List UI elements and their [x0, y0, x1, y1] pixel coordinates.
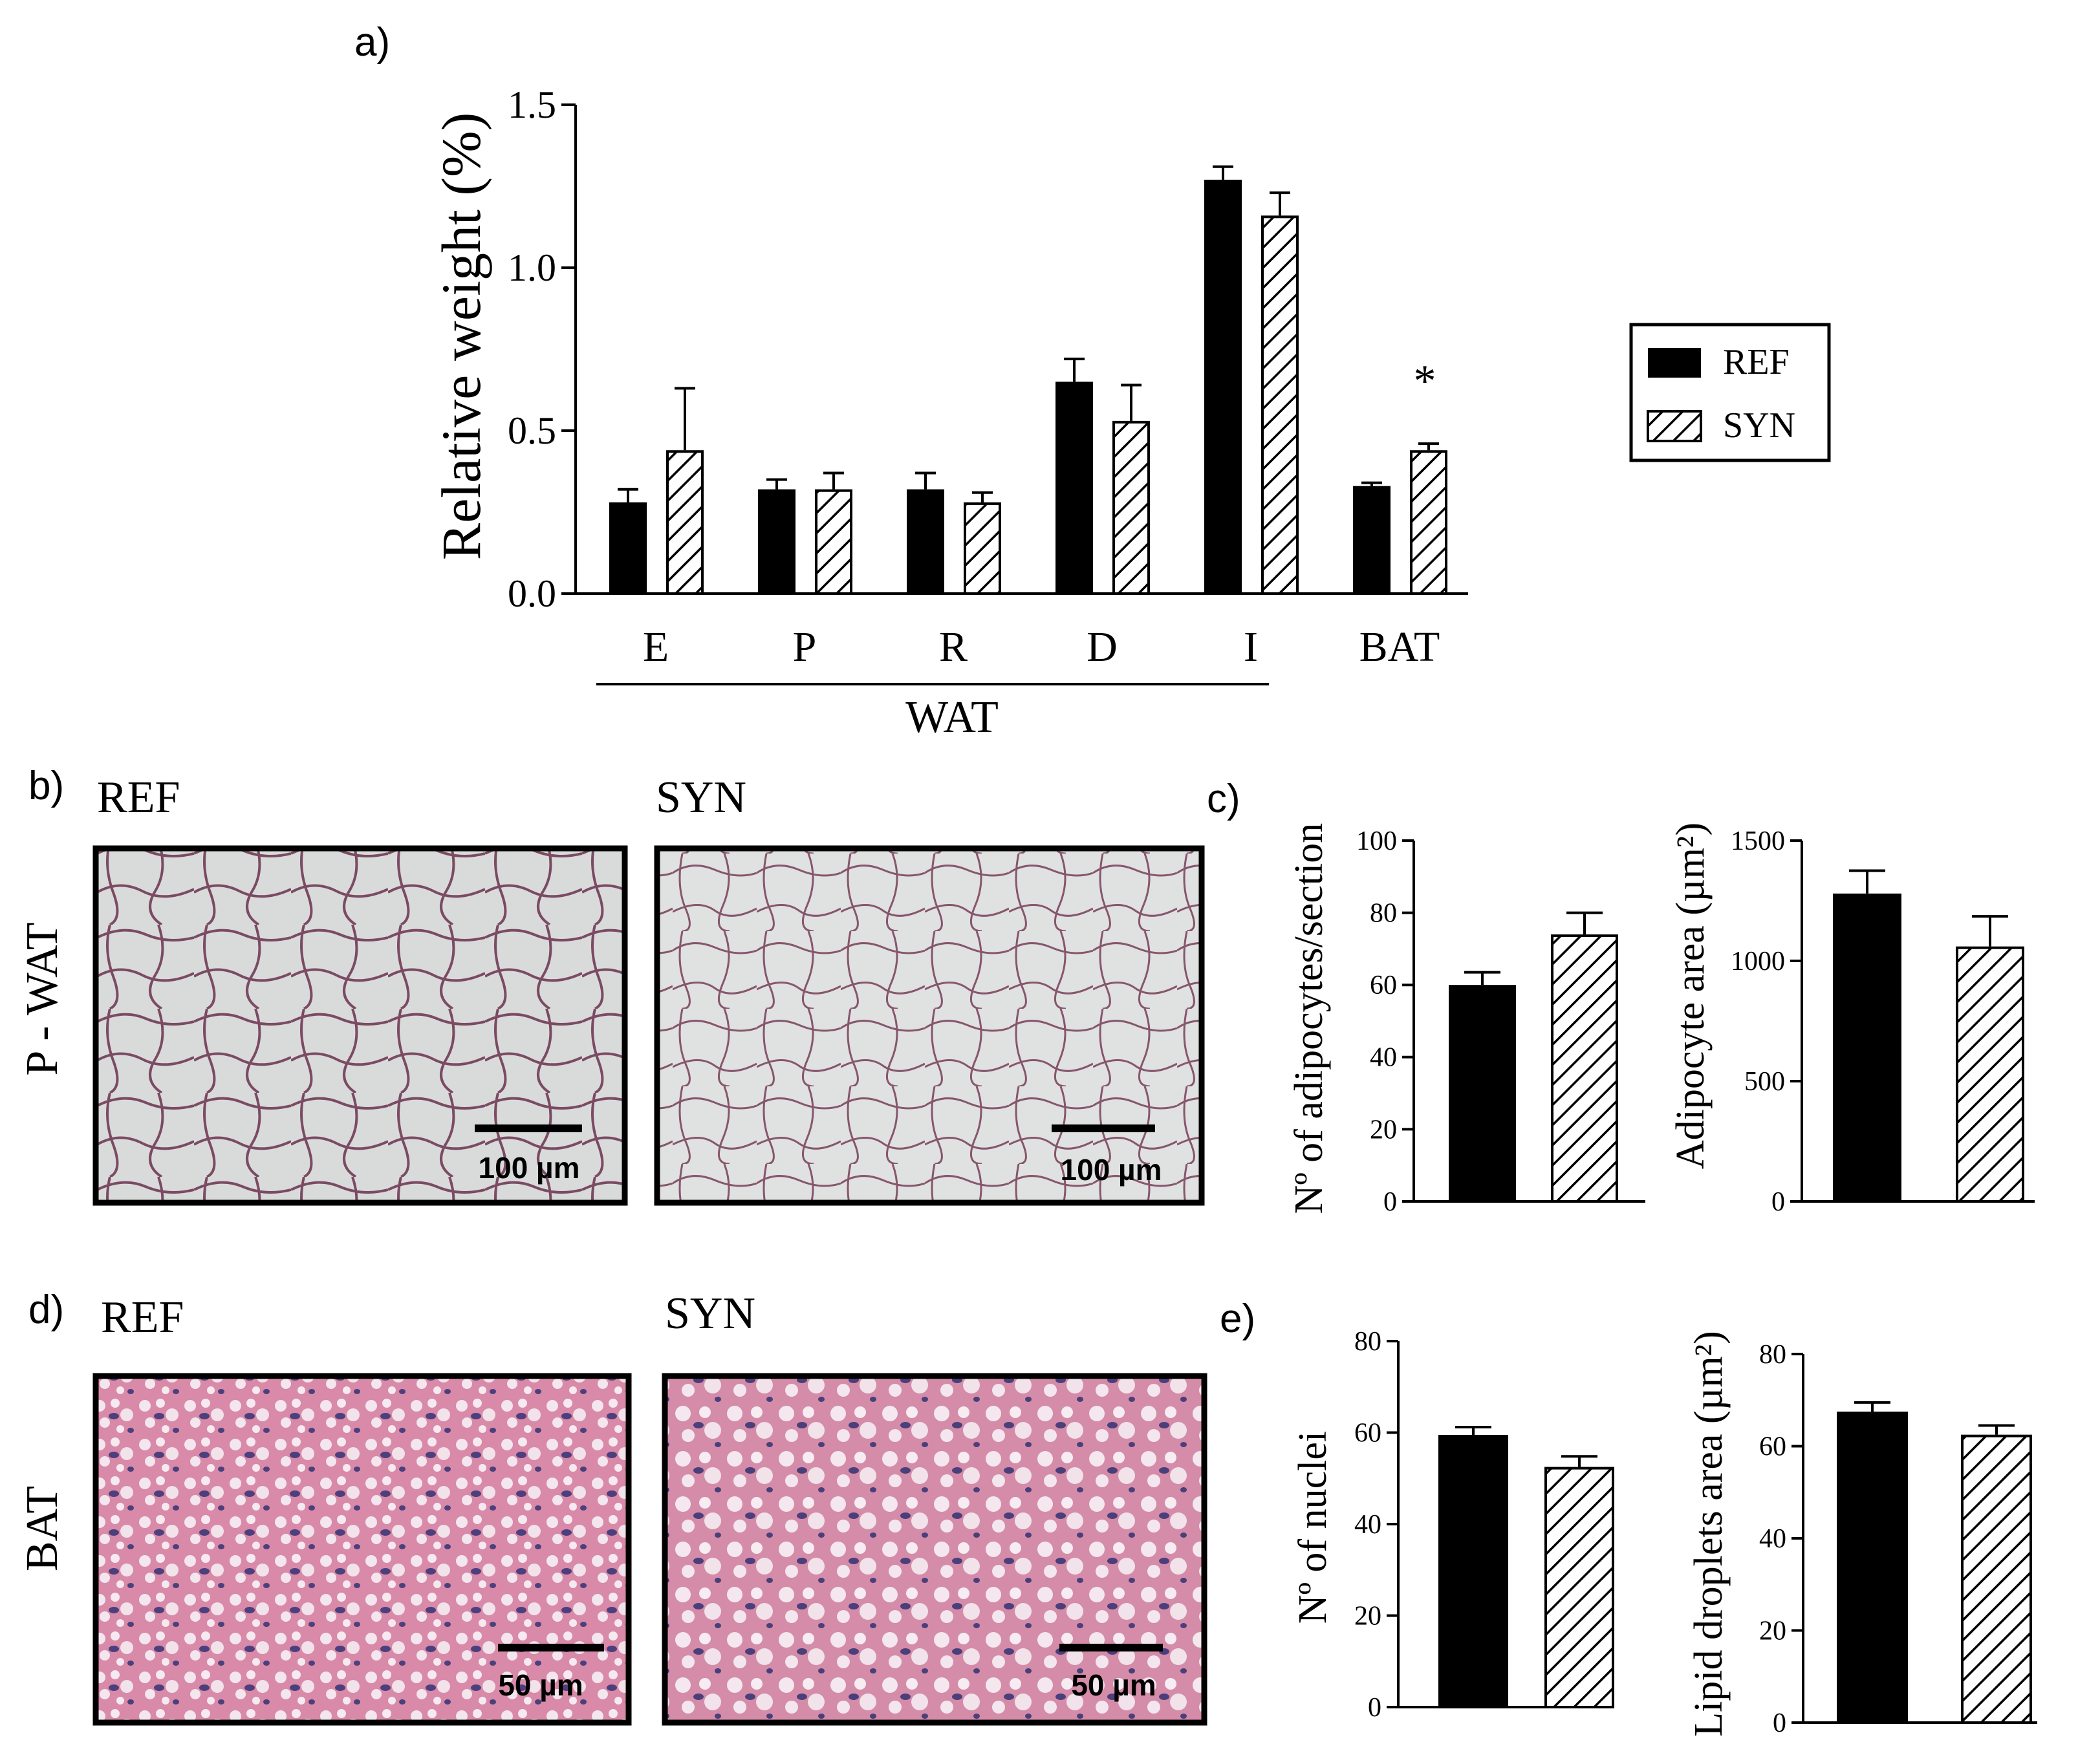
legend: REF SYN	[1629, 323, 1831, 462]
scale-bar-label: 100 µm	[479, 1151, 580, 1185]
legend-syn-label: SYN	[1723, 405, 1795, 446]
y-tick-label: 1.0	[508, 246, 556, 289]
x-tick-label: D	[1087, 623, 1118, 671]
chart-c-adipocyte-count: 0 20 40 60 80 100	[1356, 826, 1645, 1217]
chart-a-ylabel: Relative weight (%)	[430, 113, 492, 561]
micrograph-b-row-label: P - WAT	[17, 922, 67, 1075]
scale-bar-label: 50 µm	[1071, 1668, 1156, 1702]
y-tick-label: 40	[1354, 1510, 1381, 1540]
y-tick-label: 1.5	[508, 83, 556, 126]
x-tick-label: I	[1244, 623, 1258, 671]
y-tick-label: 80	[1759, 1340, 1786, 1370]
y-tick-label: 0	[1771, 1187, 1785, 1217]
bar-syn	[1112, 420, 1150, 595]
y-tick-label: 1000	[1731, 947, 1785, 976]
y-tick-label: 0	[1383, 1187, 1397, 1217]
chart-c2-ylabel: Adipocyte area (µm²)	[1669, 823, 1713, 1169]
bar-ref	[1833, 893, 1901, 1201]
bar-syn	[1956, 946, 2024, 1203]
legend-box	[1629, 323, 1831, 462]
y-tick-label: 60	[1759, 1432, 1786, 1461]
bar-syn	[1410, 450, 1447, 595]
y-tick-label: 20	[1370, 1115, 1397, 1145]
micrograph-b-ref-label: REF	[97, 773, 180, 823]
y-tick-label: 0	[1773, 1708, 1786, 1738]
y-tick-label: 60	[1370, 971, 1397, 1000]
x-tick-label: P	[793, 623, 817, 671]
micrograph-pwat-ref: 100 µm	[92, 845, 628, 1206]
y-tick-label: 40	[1759, 1524, 1786, 1554]
panel-b-label: b)	[28, 764, 64, 808]
panel-e-label: e)	[1220, 1296, 1255, 1341]
chart-e-nuclei: 0 20 40 60 80	[1354, 1327, 1614, 1723]
bar-ref	[1449, 985, 1516, 1201]
panel-a-label: a)	[354, 20, 390, 65]
y-tick-label: 80	[1370, 898, 1397, 928]
y-tick-label: 100	[1356, 826, 1397, 856]
x-tick-label: R	[939, 623, 968, 671]
x-tick-label: E	[643, 623, 669, 671]
chart-e-lipid-droplets: 0 20 40 60 80	[1759, 1340, 2037, 1738]
micrograph-d-ref-label: REF	[101, 1293, 184, 1342]
bar-ref	[1055, 382, 1093, 594]
y-tick-label: 40	[1370, 1043, 1397, 1073]
chart-e1-ylabel: Nº of nuclei	[1291, 1431, 1335, 1624]
chart-c1-ylabel: Nº of adipocytes/section	[1287, 823, 1331, 1214]
bar-syn	[1551, 934, 1618, 1203]
legend-syn-swatch	[1647, 410, 1702, 442]
bar-ref	[907, 489, 944, 594]
bar-syn	[666, 450, 704, 595]
bar-syn	[1544, 1467, 1614, 1708]
y-tick-label: 80	[1354, 1327, 1381, 1357]
bar-syn	[1961, 1434, 2032, 1724]
bar-ref	[1438, 1435, 1508, 1707]
bar-ref	[609, 502, 647, 594]
bar-syn	[1261, 215, 1299, 595]
y-tick-label: 1500	[1731, 826, 1785, 856]
y-tick-label: 0.0	[508, 572, 556, 615]
micrograph-pwat-syn: 100 µm	[654, 845, 1205, 1206]
bar-syn	[964, 502, 1001, 595]
wat-group-label: WAT	[905, 693, 999, 742]
panel-d-label: d)	[28, 1287, 64, 1332]
y-tick-label: 0.5	[508, 409, 556, 452]
chart-a: 0.0 0.5 1.0 1.5 E P R D I BAT	[508, 83, 1468, 671]
chart-e2-ylabel: Lipid droplets area (µm²)	[1687, 1331, 1731, 1737]
y-tick-label: 500	[1744, 1067, 1785, 1097]
y-tick-label: 20	[1354, 1601, 1381, 1631]
y-tick-label: 60	[1354, 1418, 1381, 1448]
chart-c-adipocyte-area: 0 500 1000 1500	[1731, 826, 2035, 1217]
micrograph-d-syn-label: SYN	[665, 1289, 755, 1339]
bar-syn	[815, 489, 852, 595]
panel-c-label: c)	[1207, 777, 1240, 821]
bar-ref	[1353, 486, 1391, 594]
x-tick-label: BAT	[1359, 623, 1440, 671]
legend-ref-label: REF	[1723, 342, 1790, 382]
scale-bar-label: 100 µm	[1061, 1153, 1162, 1187]
significance-asterisk: *	[1414, 356, 1436, 406]
legend-ref-swatch	[1648, 348, 1701, 378]
bar-ref	[1837, 1412, 1908, 1723]
micrograph-d-row-label: BAT	[17, 1486, 67, 1571]
y-tick-label: 20	[1759, 1616, 1786, 1646]
micrograph-bat-syn: 50 µm	[662, 1373, 1207, 1726]
micrograph-b-syn-label: SYN	[656, 773, 746, 823]
scale-bar-label: 50 µm	[498, 1668, 583, 1702]
micrograph-bat-ref: 50 µm	[92, 1373, 632, 1726]
bar-ref	[758, 489, 795, 594]
y-tick-label: 0	[1368, 1693, 1381, 1723]
bar-ref	[1204, 179, 1242, 594]
